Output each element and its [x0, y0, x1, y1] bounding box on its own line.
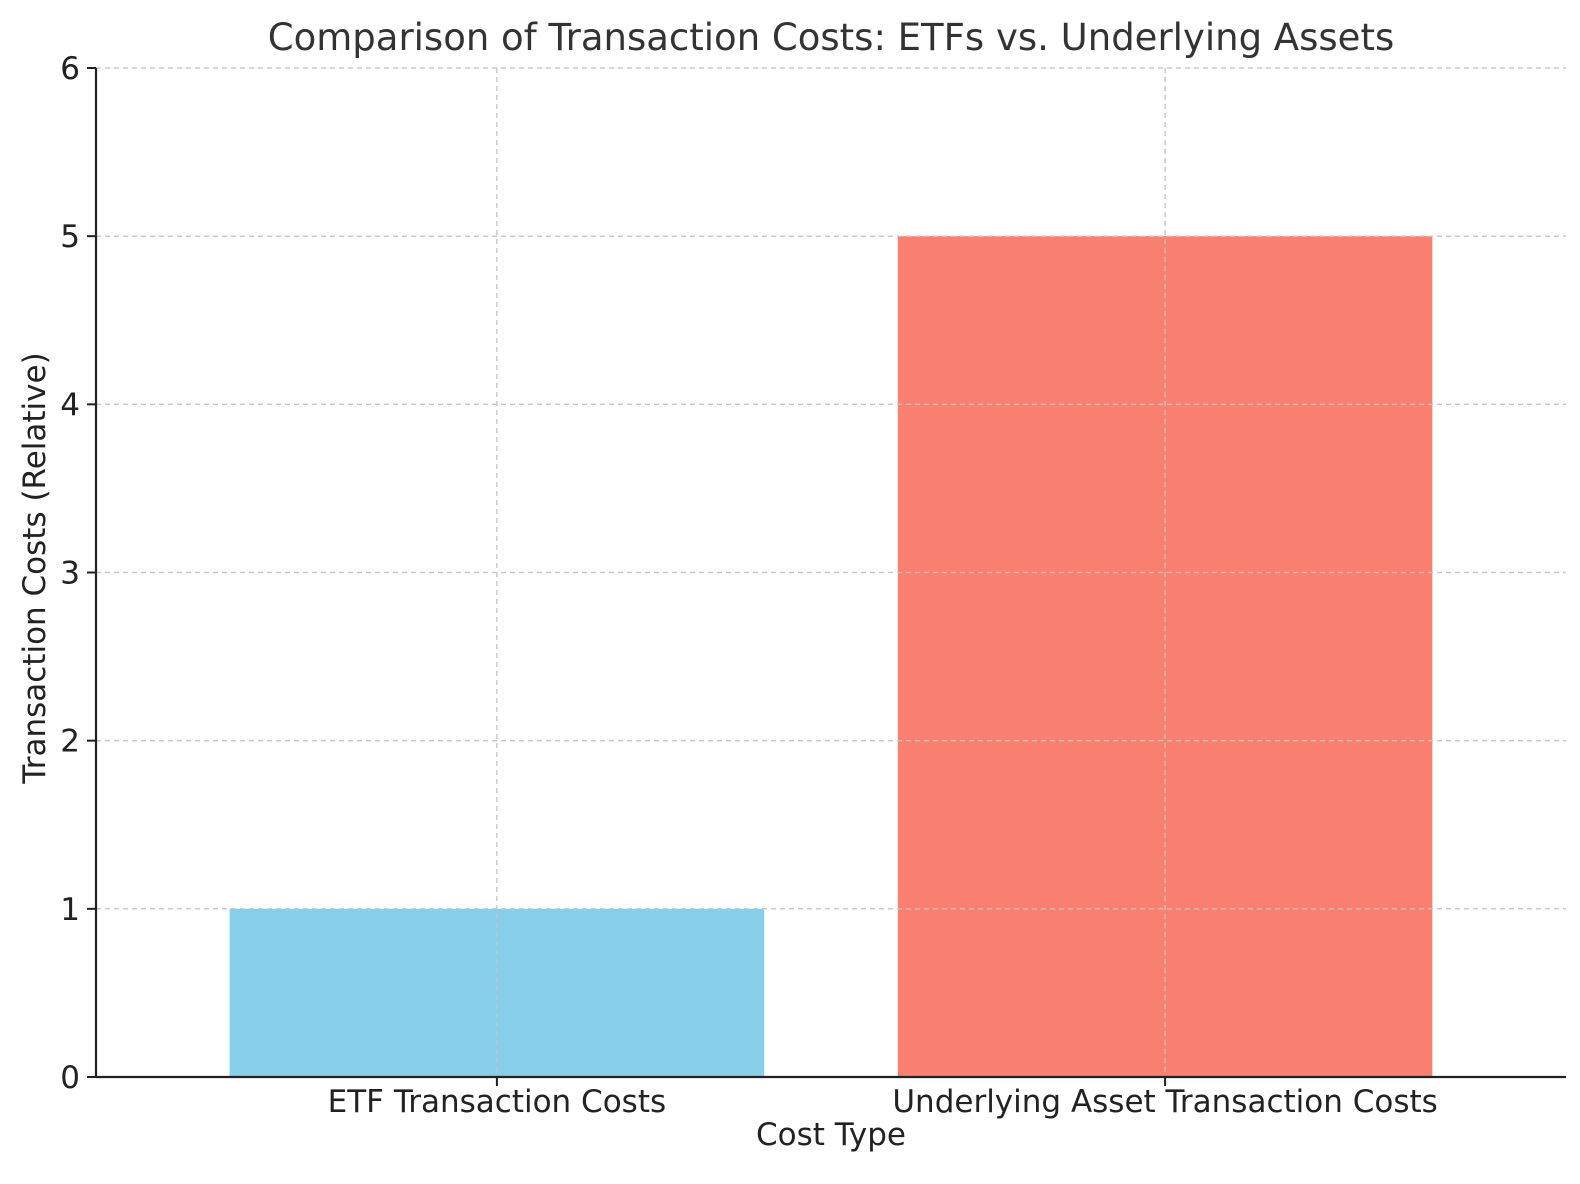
axes: [87, 67, 1566, 1086]
y-tick-label: 3: [60, 556, 80, 592]
x-axis-label: Cost Type: [756, 1117, 906, 1153]
bars: [96, 67, 1566, 1077]
y-tick-label: 1: [60, 892, 80, 928]
x-tick-label: ETF Transaction Costs: [328, 1084, 666, 1120]
grid-overlay: [96, 67, 1566, 1077]
y-tick-label: 0: [60, 1060, 80, 1096]
y-tick-label: 5: [60, 219, 80, 255]
y-tick-label: 4: [60, 387, 80, 423]
chart-title: Comparison of Transaction Costs: ETFs vs…: [268, 16, 1394, 59]
y-tick-label: 2: [60, 724, 80, 760]
x-tick-label: Underlying Asset Transaction Costs: [892, 1084, 1437, 1120]
y-tick-label: 6: [60, 51, 80, 87]
y-axis-label: Transaction Costs (Relative): [17, 352, 53, 784]
tick-labels: 0 1 2 3 4 5 6 ETF Transaction Costs Underlying A…: [60, 51, 1438, 1120]
